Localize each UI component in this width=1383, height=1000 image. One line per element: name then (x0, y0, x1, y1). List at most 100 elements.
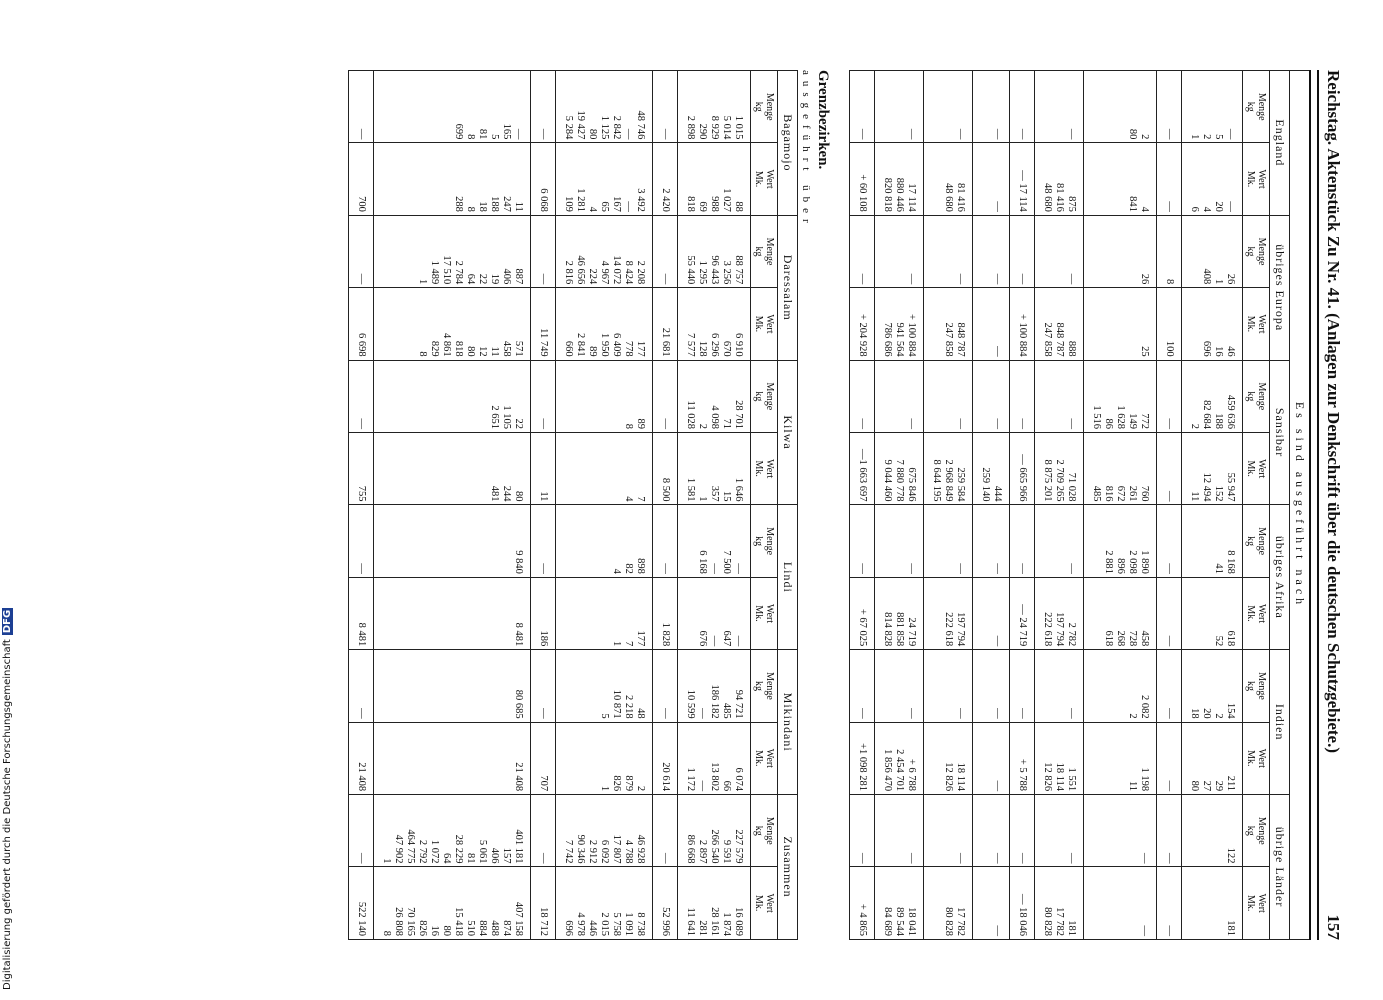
table-cell: 772 149 1 628 86 1 516 (1083, 360, 1157, 433)
table-cell: + 67 025 (849, 577, 875, 650)
table-cell: — (874, 215, 924, 288)
table-cell: 401 181 157 406 5 061 81 28 229 64 1 072… (373, 794, 531, 867)
table-row: — 5 2 1— 20 4 6 26 1 408 46 16 696 459 636 … (1181, 70, 1243, 940)
table-cell: — (1156, 794, 1182, 867)
table-cell: 94 721 485 186 182 — 10 599 (677, 649, 751, 723)
table-cell: 80 685 (373, 649, 531, 723)
table-cell: 17 782 80 828 (923, 866, 973, 940)
table-cell: 875 81 416 48 680 (1034, 142, 1084, 216)
table-cell: — (1156, 142, 1182, 216)
table-cell: — (1034, 70, 1084, 143)
column-header: Wert Mk. (1242, 287, 1270, 361)
group-header: England (1269, 70, 1290, 216)
column-header: Menge kg (750, 504, 778, 578)
column-header: Menge kg (1242, 360, 1270, 433)
table-cell: — 7 500 — 6 168 (677, 504, 751, 578)
table-cell: 6 698 (348, 287, 374, 361)
table-cell: — (972, 360, 1010, 433)
table-cell: — (652, 794, 678, 867)
table-cell: — (849, 649, 875, 723)
table-cell: — (652, 504, 678, 578)
table-cell: — 17 114 (1009, 142, 1035, 216)
table-cell: — (1156, 649, 1182, 723)
subheader-row: Menge kg Wert Mk. Menge kg Wert Mk. Menge kg… (1242, 70, 1270, 940)
table-cell: 88 757 3 256 96 443 1 295 55 440 (677, 215, 751, 288)
table-cell: — (348, 70, 374, 143)
table-cell: 88 1 027 988 69 818 (677, 142, 751, 216)
table-cell: 48 746 — 2 842 1 125 80 19 427 5 284 (555, 70, 653, 143)
column-header: Wert Mk. (1242, 722, 1270, 795)
table-cell: +1 098 281 (849, 722, 875, 795)
table-row: — — 17 114— + 100 884— — 665 966— — 24 719— +… (1009, 70, 1035, 940)
table-cell: — (923, 70, 973, 143)
table-cell: 71 028 2 709 265 8 875 201 (1034, 432, 1084, 505)
table-cell: — (972, 287, 1010, 361)
table-cell: 444 259 140 (972, 432, 1010, 505)
table-cell: — (923, 360, 973, 433)
column-header: Wert Mk. (750, 287, 778, 361)
group-header: übriges Europa (1269, 215, 1290, 361)
table-cell: 55 947 152 12 494 11 (1181, 432, 1243, 505)
section-title: Grenzbezirken. (815, 70, 831, 170)
table-cell: 227 579 9 591 266 540 2 897 86 668 (677, 794, 751, 867)
column-header: Wert Mk. (750, 432, 778, 505)
table-head: Bagamojo Daressalam Kilwa Lindi Mikindani Zus… (750, 70, 798, 940)
table-cell: 618 52 (1181, 577, 1243, 650)
table-cell: 6 074 66 13 802 — 1 172 (677, 722, 751, 795)
table-cell: 3 492 — 167 65 4 1 281 109 (555, 142, 653, 216)
table-cell: — (874, 649, 924, 723)
table-cell: — (530, 215, 556, 288)
table-cell: 24 719 881 858 814 828 (874, 577, 924, 650)
table-cell: 259 584 2 968 849 8 644 195 (923, 432, 973, 505)
group-header: Mikindani (777, 649, 798, 795)
table-cell: 197 794 222 618 (923, 577, 973, 650)
table-cell: — 665 966 (1009, 432, 1035, 505)
column-header: Menge kg (1242, 215, 1270, 288)
table-cell: — (1083, 794, 1157, 867)
table-cell: 571 458 11 12 80 818 4 861 829 8 (373, 287, 531, 361)
table-cell: 52 996 (652, 866, 678, 940)
table-cell: — (652, 360, 678, 433)
table-cell: 22 1 105 2 651 (373, 360, 531, 433)
table-cell: — (652, 215, 678, 288)
table-cell: 81 416 48 680 (923, 142, 973, 216)
table-cell: 21 408 (373, 722, 531, 795)
column-header: Menge kg (750, 360, 778, 433)
table-cell: — (1083, 866, 1157, 940)
table-cell: 2 782 197 794 222 618 (1034, 577, 1084, 650)
table-row: 48 746 — 2 842 1 125 80 19 427 5 284 3 49… (555, 70, 653, 940)
group-header: Daressalam (777, 215, 798, 361)
table-cell: 2 208 8 424 14 072 4 967 224 46 656 2 81… (555, 215, 653, 288)
table-cell: 1 551 18 114 12 826 (1034, 722, 1084, 795)
table-cell: — (972, 866, 1010, 940)
column-header: Wert Mk. (1242, 142, 1270, 216)
table-cell: 2 420 (652, 142, 678, 216)
table-cell: + 6 788 2 454 701 1 856 470 (874, 722, 924, 795)
page-header: Reichstag. Aktenstück Zu Nr. 41. (Anlage… (1317, 70, 1343, 940)
table-cell: 4 841 (1083, 142, 1157, 216)
logo: DFG (2, 607, 13, 636)
table-row: 2 80 4 841 26 25 772 149 1 628 86 1 516 760 2… (1083, 70, 1157, 940)
table-cell: 80 244 481 (373, 432, 531, 505)
table-cell: 7 4 (555, 432, 653, 505)
table-cell: — (972, 70, 1010, 143)
table-cell: 1 890 2 098 896 2 881 (1083, 504, 1157, 578)
table-cell: 1 015 5 014 8 929 290 2 898 (677, 70, 751, 143)
table-row: — —8 100— — — — — — — — (1156, 70, 1182, 940)
table-cell: — (874, 70, 924, 143)
table-cell: 154 2 20 18 (1181, 649, 1243, 723)
table-row: —6 068—11 749—11—186—707—18 712 (530, 70, 556, 940)
table-cell: — (348, 360, 374, 433)
table-cell: 16 089 1 874 28 161 281 11 641 (677, 866, 751, 940)
table-cell: + 4 865 (849, 866, 875, 940)
table-cell: 675 846 7 880 778 9 044 460 (874, 432, 924, 505)
table-cell: — 20 4 6 (1181, 142, 1243, 216)
table-cell: 28 701 71 4 098 2 11 028 (677, 360, 751, 433)
table-cell: 6 910 670 6 296 128 7 577 (677, 287, 751, 361)
table-cell: 181 17 782 80 828 (1034, 866, 1084, 940)
table-cell: 1 646 15 357 1 1 581 (677, 432, 751, 505)
table-cell: 1 198 11 (1083, 722, 1157, 795)
table-cell: — (348, 794, 374, 867)
table-cell: 25 (1083, 287, 1157, 361)
